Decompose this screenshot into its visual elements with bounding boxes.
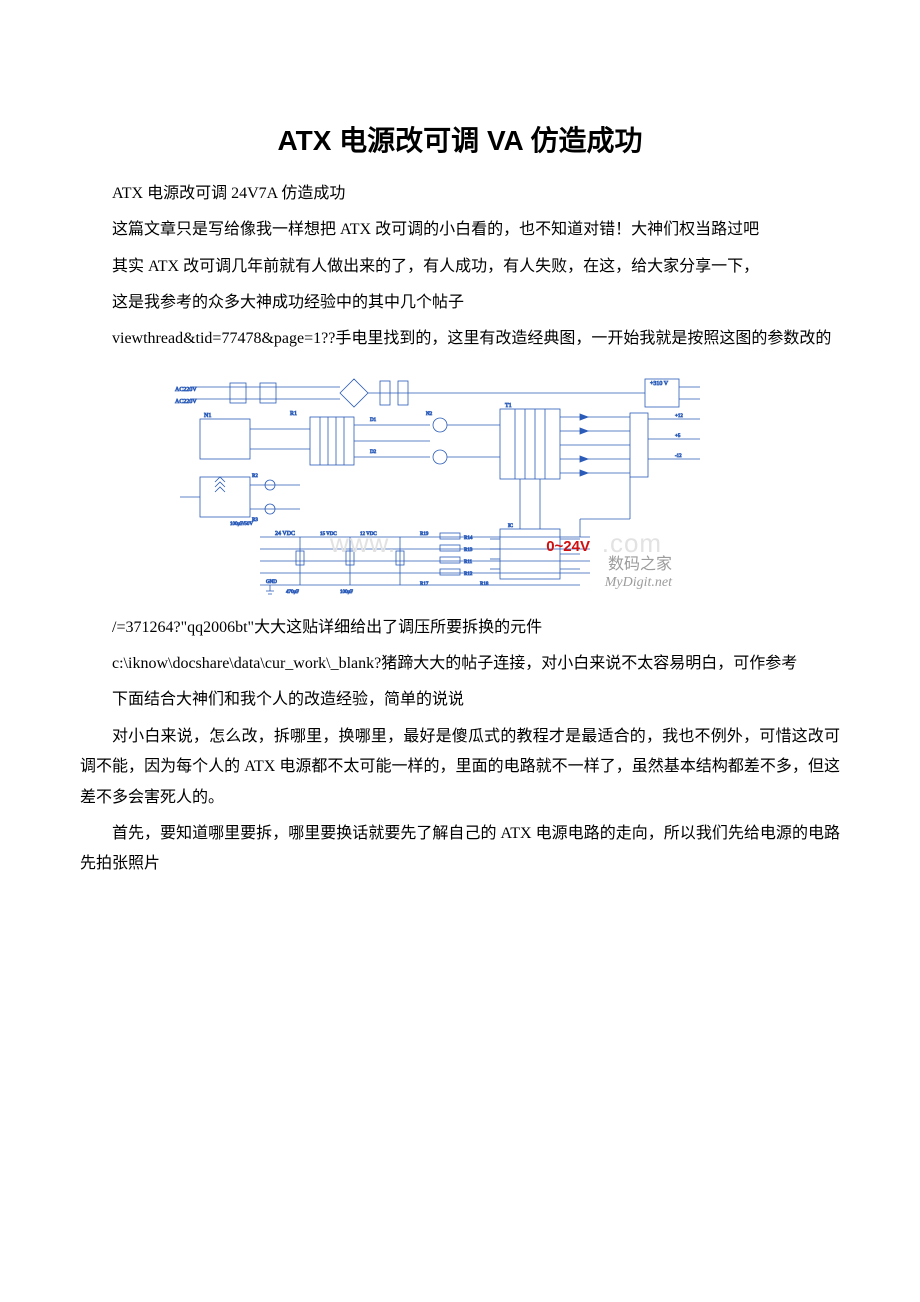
label-vdc: 24 VDC — [275, 531, 295, 537]
page-title: ATX 电源改可调 VA 仿造成功 — [80, 119, 840, 159]
label-ac1: AC220V — [175, 387, 197, 393]
label-r18: R18 — [480, 582, 489, 587]
label-d2: D2 — [370, 450, 377, 455]
label-r2: R2 — [252, 474, 258, 479]
schematic-figure: AC220V AC220V +310 V — [170, 369, 710, 599]
label-c2: 470μF — [286, 590, 299, 595]
label-r12: R12 — [464, 572, 473, 577]
label-c3: 100μF — [340, 590, 353, 595]
label-r11: R11 — [464, 560, 473, 565]
paragraph: 下面结合大神们和我个人的改造经验，简单的说说 — [80, 685, 840, 715]
forum-name-en: MyDigit.net — [605, 575, 672, 590]
paragraph: viewthread&tid=77478&page=1??手电里找到的，这里有改… — [80, 324, 840, 354]
label-c: 100μF/50V — [230, 522, 253, 527]
paragraph: 这篇文章只是写给像我一样想把 ATX 改可调的小白看的，也不知道对错！大神们权当… — [80, 215, 840, 245]
paragraph: ATX 电源改可调 24V7A 仿造成功 — [80, 179, 840, 209]
watermark-com: .com — [602, 528, 662, 558]
watermark-voltage-range: 0~24V — [546, 538, 590, 555]
paragraph: c:\iknow\docshare\data\cur_work\_blank?猪… — [80, 649, 840, 679]
document-page: ATX 电源改可调 VA 仿造成功 ATX 电源改可调 24V7A 仿造成功 这… — [0, 0, 920, 946]
label-r1: R1 — [290, 411, 297, 417]
paragraph: 其实 ATX 改可调几年前就有人做出来的了，有人成功，有人失败，在这，给大家分享… — [80, 252, 840, 282]
svg-text:+12: +12 — [675, 414, 683, 419]
label-ac2: AC220V — [175, 399, 197, 405]
paragraph: 对小白来说，怎么改，拆哪里，换哪里，最好是傻瓜式的教程才是最适合的，我也不例外，… — [80, 722, 840, 813]
paragraph: 首先，要知道哪里要拆，哪里要换话就要先了解自己的 ATX 电源电路的走向，所以我… — [80, 819, 840, 880]
watermark-www: www. — [330, 528, 396, 558]
label-d1: D1 — [370, 418, 377, 423]
svg-text:+5: +5 — [675, 434, 681, 439]
forum-name-cn: 数码之家 — [608, 556, 672, 573]
label-n1: N1 — [204, 413, 211, 419]
watermark-domain: www. .com — [330, 528, 662, 559]
label-n2: N2 — [426, 412, 433, 417]
paragraph: /=371264?"qq2006bt"大大这贴详细给出了调压所要拆换的元件 — [80, 613, 840, 643]
watermark-forum: 数码之家 MyDigit.net — [605, 556, 672, 591]
label-r17: R17 — [420, 582, 429, 587]
svg-text:-12: -12 — [675, 454, 682, 459]
paragraph: 这是我参考的众多大神成功经验中的其中几个帖子 — [80, 288, 840, 318]
label-gnd: GND — [266, 580, 277, 585]
label-310v: +310 V — [650, 381, 669, 387]
label-t1: T1 — [505, 403, 512, 409]
